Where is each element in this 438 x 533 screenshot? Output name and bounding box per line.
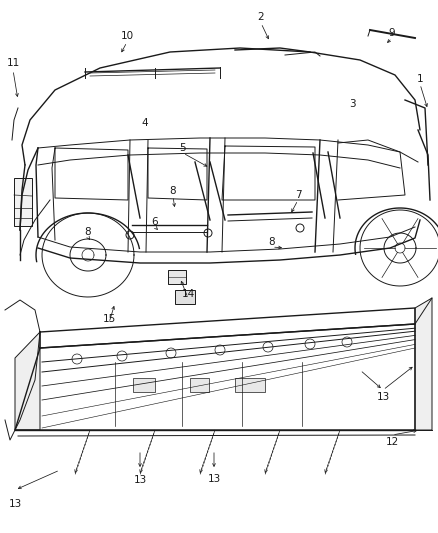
Text: 7: 7 [295, 190, 301, 200]
FancyBboxPatch shape [14, 178, 32, 226]
FancyBboxPatch shape [133, 378, 155, 392]
Text: 6: 6 [152, 217, 158, 227]
Text: 13: 13 [134, 475, 147, 485]
Text: 13: 13 [207, 474, 221, 484]
Circle shape [117, 351, 127, 361]
Circle shape [215, 345, 225, 355]
Polygon shape [415, 298, 432, 430]
FancyBboxPatch shape [168, 270, 186, 284]
Circle shape [342, 337, 352, 347]
Text: 5: 5 [180, 143, 186, 153]
Text: 1: 1 [417, 74, 423, 84]
Circle shape [72, 354, 82, 364]
Text: 10: 10 [120, 31, 134, 41]
Circle shape [296, 224, 304, 232]
Circle shape [204, 229, 212, 237]
Text: 3: 3 [349, 99, 355, 109]
Text: 8: 8 [170, 186, 177, 196]
Circle shape [126, 231, 134, 239]
FancyBboxPatch shape [235, 378, 265, 392]
Text: 2: 2 [258, 12, 264, 22]
Text: 8: 8 [268, 237, 276, 247]
Text: 11: 11 [7, 58, 20, 68]
Text: 15: 15 [102, 314, 116, 324]
Text: 14: 14 [181, 289, 194, 299]
Circle shape [263, 342, 273, 352]
Text: 13: 13 [8, 499, 21, 509]
Polygon shape [15, 332, 40, 430]
Circle shape [166, 348, 176, 358]
Text: 8: 8 [85, 227, 91, 237]
FancyBboxPatch shape [175, 290, 195, 304]
FancyBboxPatch shape [190, 378, 208, 392]
Text: 4: 4 [141, 118, 148, 128]
Text: 13: 13 [376, 392, 390, 402]
Circle shape [305, 339, 315, 349]
Text: 9: 9 [389, 28, 396, 38]
Text: 12: 12 [385, 437, 399, 447]
